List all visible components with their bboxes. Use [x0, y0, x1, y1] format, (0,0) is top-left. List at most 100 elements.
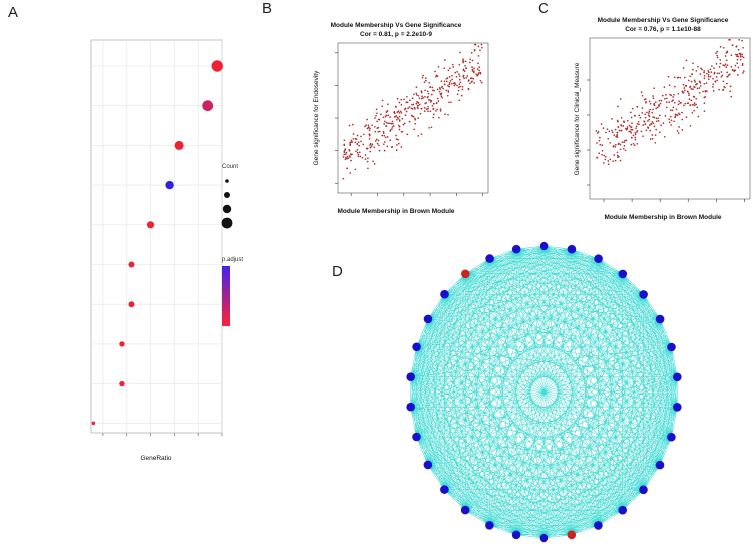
scatter-c-point [741, 64, 744, 66]
network-node-selp [539, 241, 549, 251]
scatter-b-point [374, 140, 377, 142]
scatter-b-point [343, 153, 346, 156]
scatter-c-point [609, 141, 612, 144]
scatter-b-point [413, 93, 415, 96]
scatter-b-point [455, 75, 458, 78]
scatter-b-ticks [335, 52, 484, 196]
scatter-c-point [725, 66, 728, 68]
scatter-b-point [432, 108, 435, 111]
scatter-b-point [356, 134, 359, 137]
network-node-kynu [655, 460, 665, 470]
network-node-mdfi [485, 521, 494, 530]
scatter-c-point [685, 85, 688, 87]
scatter-panel-clinical: Module Membership Vs Gene Significance C… [574, 17, 751, 221]
scatter-c-point [718, 72, 721, 75]
scatter-c-point [693, 109, 695, 112]
scatter-c-point [695, 97, 698, 100]
scatter-c-point [737, 55, 740, 58]
scatter-b-point [362, 133, 365, 136]
scatter-c-point [670, 94, 673, 97]
scatter-c-point [655, 128, 658, 131]
scatter-c-plot-area [589, 37, 751, 200]
network-nodes [406, 241, 682, 543]
network-node-cxcr1 [460, 505, 470, 515]
scatter-c-point [682, 104, 685, 107]
scatter-c-point [712, 90, 715, 92]
scatter-c-point [676, 130, 679, 132]
scatter-b-point [391, 126, 394, 128]
scatter-c-point [649, 129, 652, 132]
scatter-b-point [445, 80, 448, 83]
scatter-b-point [417, 101, 420, 104]
scatter-b-point [420, 107, 423, 110]
scatter-b-point [360, 140, 362, 143]
scatter-b-point [397, 110, 400, 112]
scatter-c-point [693, 104, 696, 107]
scatter-c-point [678, 113, 681, 116]
scatter-c-point [618, 129, 621, 132]
scatter-c-point [651, 134, 654, 136]
scatter-c-point [736, 74, 739, 76]
scatter-b-point [472, 77, 475, 80]
scatter-c-point [644, 98, 647, 100]
scatter-b-point [447, 84, 449, 87]
scatter-b-point [422, 97, 424, 99]
scatter-b-point [391, 146, 394, 148]
scatter-c-point [698, 91, 701, 94]
scatter-b-y-label: Gene significance for Endosevity [313, 70, 320, 165]
scatter-b-point [443, 83, 446, 86]
scatter-b-point [457, 86, 460, 89]
scatter-b-point [469, 82, 471, 85]
scatter-b-point [436, 108, 439, 111]
scatter-c-point [616, 131, 619, 134]
scatter-c-point [683, 76, 686, 79]
scatter-c-title: Module Membership Vs Gene Significance [598, 17, 729, 24]
scatter-b-point [470, 52, 473, 54]
scatter-c-point [662, 122, 665, 124]
scatter-c-point [599, 136, 601, 139]
scatter-c-point [698, 80, 701, 83]
scatter-b-point [367, 124, 370, 127]
scatter-b-point [358, 144, 361, 147]
network-node-cdkn2b-as1 [673, 372, 682, 382]
scatter-b-point [447, 69, 450, 72]
scatter-b-point [419, 112, 422, 115]
scatter-b-point [479, 49, 481, 52]
scatter-b-point [387, 103, 389, 106]
scatter-c-point [676, 114, 679, 117]
scatter-c-point [599, 143, 602, 146]
scatter-b-point [451, 74, 453, 77]
scatter-c-point [657, 117, 659, 120]
scatter-b-point [365, 124, 367, 126]
scatter-b-point [374, 130, 377, 133]
scatter-c-point [726, 75, 729, 78]
scatter-c-point [642, 135, 644, 138]
scatter-b-point [408, 120, 411, 123]
scatter-b-point [391, 128, 393, 130]
scatter-b-point [472, 71, 475, 74]
scatter-c-point [623, 121, 626, 124]
scatter-b-point [453, 81, 456, 84]
scatter-b-point [462, 60, 464, 62]
scatter-c-point [655, 117, 658, 120]
scatter-b-point [440, 95, 443, 98]
scatter-b-point [477, 62, 479, 65]
scatter-b-point [348, 149, 351, 151]
scatter-c-point [654, 134, 657, 136]
scatter-c-point [678, 100, 680, 103]
scatter-b-point [381, 134, 384, 137]
scatter-c-point [726, 82, 728, 85]
scatter-c-point [660, 99, 663, 102]
network-node-saa2 [440, 485, 449, 494]
scatter-c-point [713, 67, 715, 69]
scatter-c-point [630, 136, 633, 139]
scatter-b-point [373, 125, 376, 128]
scatter-b-point [352, 123, 354, 126]
scatter-b-point [355, 138, 358, 140]
scatter-b-point [345, 151, 348, 154]
scatter-b-point [427, 110, 429, 112]
scatter-b-point [366, 147, 369, 150]
gene-network-panel [406, 241, 682, 543]
scatter-b-point [357, 141, 360, 144]
network-node-aqp9 [412, 342, 421, 352]
